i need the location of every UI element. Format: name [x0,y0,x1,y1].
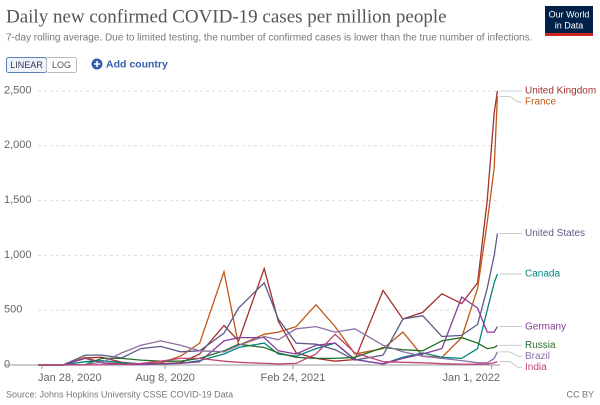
chart-title: Daily new confirmed COVID-19 cases per m… [6,6,447,27]
add-country[interactable]: Add country [106,58,168,70]
y-tick-label: 1,000 [4,249,32,261]
series-line [38,90,499,366]
y-tick-label: 2,000 [4,139,32,151]
logo-stripe [545,33,593,36]
legend-label: Brazil [525,351,550,362]
linear-label: LINEAR [10,60,43,70]
legend-label: United States [525,228,585,239]
x-tick-label: Feb 24, 2021 [261,372,326,384]
legend-label: Canada [525,269,560,280]
log-label: LOG [52,60,71,70]
legend-label: Russia [525,340,556,351]
series-line [38,233,499,366]
y-tick-label: 1,500 [4,194,32,206]
series-line [38,336,498,366]
label-connector [499,351,522,357]
logo-text: Our World [549,9,590,19]
y-tick-label: 2,500 [4,84,32,96]
add-icon-plus [94,61,100,67]
y-tick-label: 500 [4,304,22,316]
license[interactable]: CC BY [566,389,594,399]
series-line [38,325,498,366]
x-tick-label: Aug 8, 2020 [135,372,194,384]
log-button[interactable] [46,57,77,73]
series-line [38,96,499,366]
label-connector [499,361,522,368]
source: Source: Johns Hopkins University CSSE CO… [6,389,233,399]
series-line [38,333,498,366]
legend-label: France [525,97,557,108]
legend-label: India [525,362,547,373]
legend-label: United Kingdom [525,86,596,97]
series-line [38,273,499,366]
y-tick-label: 0 [4,358,10,370]
chart-subtitle: 7-day rolling average. Due to limited te… [6,33,532,44]
logo-text: in Data [555,20,584,30]
legend-label: Germany [525,321,566,332]
x-tick-label: Jan 1, 2022 [443,372,501,384]
logo-box[interactable] [545,6,593,36]
label-connector [499,96,522,103]
x-tick-label: Jan 28, 2020 [38,372,102,384]
